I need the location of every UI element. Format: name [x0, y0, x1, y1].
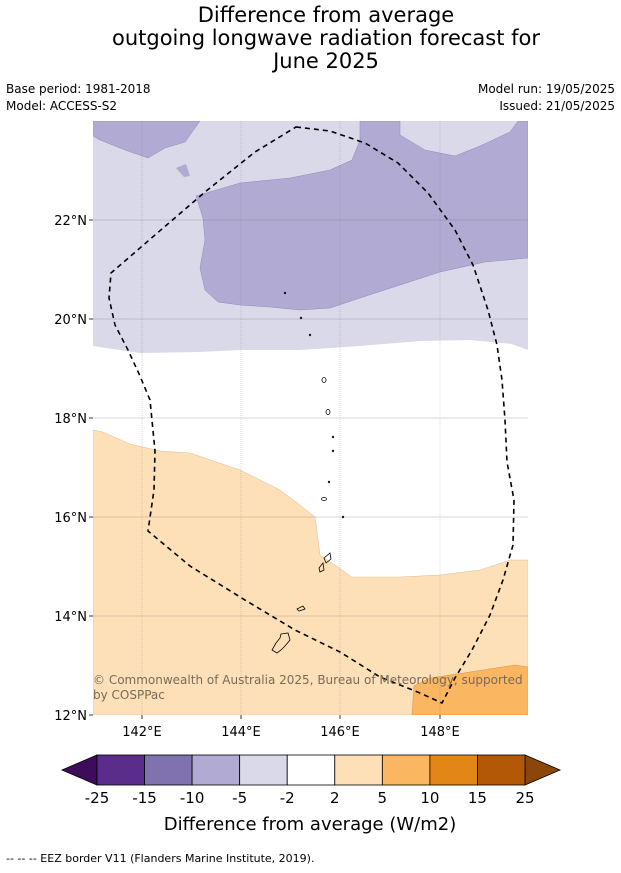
colorbar-segment	[96, 754, 145, 786]
colorbar-segment	[191, 754, 241, 786]
issued-text: Issued: 21/05/2025	[499, 99, 615, 113]
island-tinian	[318, 562, 325, 573]
island-asuncion	[308, 333, 312, 337]
lat-label-16: 16°N	[54, 511, 87, 526]
colorbar-tick-label: -15	[132, 789, 157, 807]
colorbar-tick-label: 25	[515, 789, 534, 807]
island-maug	[299, 316, 303, 320]
colorbar-tick-label: 2	[330, 789, 340, 807]
lat-label-14: 14°N	[54, 610, 87, 625]
island-guam	[271, 632, 291, 654]
colorbar-segment	[144, 754, 193, 786]
colorbar-tick-label: -10	[180, 789, 205, 807]
colorbar-tick-label: -2	[280, 789, 295, 807]
lat-label-12: 12°N	[54, 709, 87, 724]
eez-footnote: -- -- -- EEZ border V11 (Flanders Marine…	[6, 852, 315, 865]
lon-label-142: 142°E	[122, 725, 162, 740]
island-farallon-de-pajaros	[283, 291, 287, 295]
lon-label-148: 148°E	[420, 725, 460, 740]
longitude-axis: 142°E 144°E 146°E 148°E	[122, 715, 460, 740]
colorbar-title: Difference from average (W/m2)	[164, 814, 456, 835]
colorbar-extend-high	[524, 754, 562, 786]
gridlines	[93, 121, 528, 715]
copyright-line-1: © Commonwealth of Australia 2025, Bureau…	[93, 673, 523, 687]
light-orange-region	[93, 429, 528, 715]
colorbar-tick-label: -5	[232, 789, 247, 807]
chart-title: Difference from average outgoing longwav…	[0, 4, 621, 73]
colorbar-segment	[477, 754, 526, 786]
colorbar-segment	[334, 754, 383, 786]
meta-right: Model run: 19/05/2025 Issued: 21/05/2025	[478, 81, 615, 115]
latitude-axis: 22°N 20°N 18°N 16°N 14°N 12°N	[54, 214, 93, 724]
colorbar-segment	[381, 754, 431, 786]
title-line-2: outgoing longwave radiation forecast for	[111, 26, 541, 50]
title-line-1: Difference from average	[197, 3, 455, 27]
colorbar-segment	[429, 754, 478, 786]
medium-purple-blob	[176, 164, 190, 177]
lat-label-20: 20°N	[54, 313, 87, 328]
colorbar-extend-low	[60, 754, 98, 786]
colorbar-tick-label: 5	[378, 789, 388, 807]
base-period-text: Base period: 1981-2018	[6, 82, 151, 96]
medium-purple-region	[195, 121, 528, 311]
colorbar-segment	[286, 754, 336, 786]
island-agrihan	[321, 377, 327, 383]
island-saipan	[323, 552, 332, 564]
lon-label-144: 144°E	[221, 725, 261, 740]
colorbar-segment	[239, 754, 288, 786]
medium-purple-corner	[93, 121, 201, 159]
colorbar-tick-label: -25	[85, 789, 110, 807]
model-text: Model: ACCESS-S2	[6, 99, 118, 113]
island-alamagan	[331, 435, 335, 439]
lon-label-146: 146°E	[320, 725, 360, 740]
island-anatahan	[321, 497, 327, 501]
island-guguan	[331, 449, 335, 453]
copyright-line-2: by COSPPac	[93, 688, 165, 702]
lat-label-18: 18°N	[54, 412, 87, 427]
eez-border	[108, 126, 515, 705]
island-farallon-de-medinilla	[341, 515, 345, 519]
island-sarigan	[327, 480, 331, 484]
island-rota	[296, 605, 306, 612]
model-run-text: Model run: 19/05/2025	[477, 82, 615, 96]
colorbar-tick-label: 15	[468, 789, 487, 807]
meta-left: Base period: 1981-2018 Model: ACCESS-S2	[6, 81, 151, 115]
title-line-3: June 2025	[273, 49, 379, 73]
colorbar: -25 -15 -10 -5 -2 2 5 10 15 25	[60, 754, 562, 807]
islands	[271, 291, 345, 654]
lat-label-22: 22°N	[54, 214, 87, 229]
island-pagan	[325, 409, 331, 415]
colorbar-tick-label: 10	[420, 789, 439, 807]
